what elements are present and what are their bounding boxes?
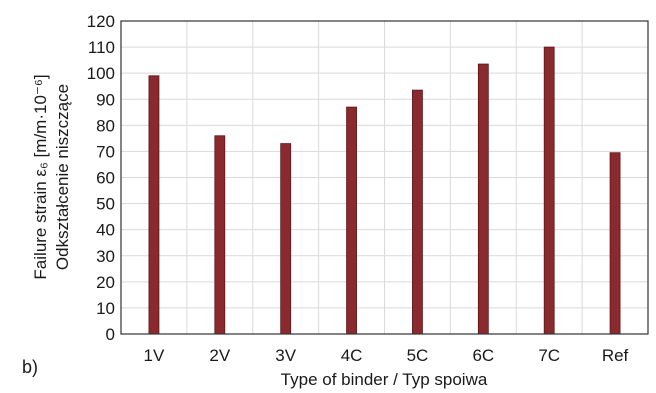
x-tick-label: Ref bbox=[602, 346, 629, 365]
bar-ref bbox=[609, 152, 621, 335]
x-tick-label: 2V bbox=[209, 346, 230, 365]
bar-6c bbox=[477, 63, 489, 335]
y-tick-label: 90 bbox=[96, 90, 115, 109]
grid bbox=[121, 21, 648, 334]
bar-2v bbox=[214, 135, 226, 335]
y-tick-label: 100 bbox=[87, 64, 115, 83]
bar-7c bbox=[543, 46, 555, 335]
y-tick-label: 60 bbox=[96, 169, 115, 188]
y-tick-label: 40 bbox=[96, 221, 115, 240]
y-tick-label: 80 bbox=[96, 116, 115, 135]
y-tick-label: 30 bbox=[96, 247, 115, 266]
bar-3v bbox=[280, 143, 292, 335]
y-tick-label: 70 bbox=[96, 142, 115, 161]
plot-frame bbox=[120, 20, 649, 335]
x-tick-label: 3V bbox=[275, 346, 296, 365]
x-axis-title: Type of binder / Typ spoiwa bbox=[281, 370, 488, 389]
bar-4c bbox=[346, 106, 357, 335]
x-tick-label: 4C bbox=[341, 346, 363, 365]
y-tick-label: 50 bbox=[96, 195, 115, 214]
y-tick-label: 0 bbox=[106, 325, 115, 344]
x-tick-label: 1V bbox=[144, 346, 165, 365]
y-tick-label: 110 bbox=[88, 38, 115, 57]
y-tick-labels: 0 10 20 30 40 50 60 70 80 90 100 110 120 bbox=[87, 12, 115, 344]
x-tick-label: 7C bbox=[538, 346, 560, 365]
y-axis-title-line1: Failure strain ε₆ [m/m·10⁻⁶] bbox=[31, 74, 50, 279]
y-tick-label: 10 bbox=[96, 299, 115, 318]
y-axis-title-line2: Odkształcenie niszczące bbox=[53, 84, 72, 270]
bar-1v bbox=[148, 75, 160, 335]
x-tick-label: 6C bbox=[472, 346, 494, 365]
y-tick-label: 120 bbox=[87, 12, 115, 31]
x-tick-labels: 1V 2V 3V 4C 5C 6C 7C Ref bbox=[144, 346, 629, 365]
x-tick-label: 5C bbox=[407, 346, 429, 365]
panel-label: b) bbox=[22, 357, 38, 377]
y-tick-label: 20 bbox=[96, 273, 115, 292]
bar-5c bbox=[412, 89, 423, 335]
